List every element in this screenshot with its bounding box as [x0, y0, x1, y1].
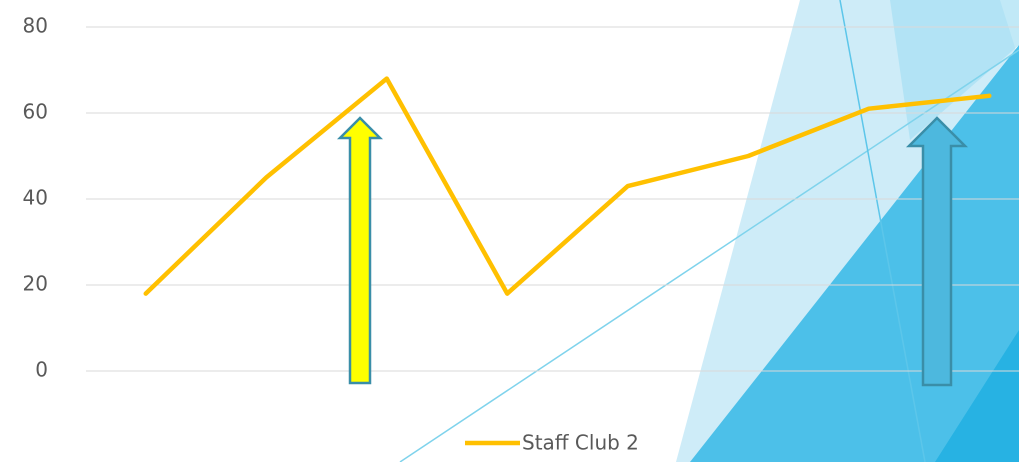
y-tick-label: 20: [23, 272, 48, 296]
y-tick-label: 60: [23, 100, 48, 124]
chart: 0 20 40 60 80 Staff Club 2: [0, 0, 1019, 462]
y-tick-label: 40: [23, 186, 48, 210]
y-tick-label: 80: [23, 14, 48, 38]
legend-label: Staff Club 2: [522, 431, 639, 455]
y-tick-label: 0: [35, 358, 48, 382]
arrow-shape: [340, 118, 380, 383]
